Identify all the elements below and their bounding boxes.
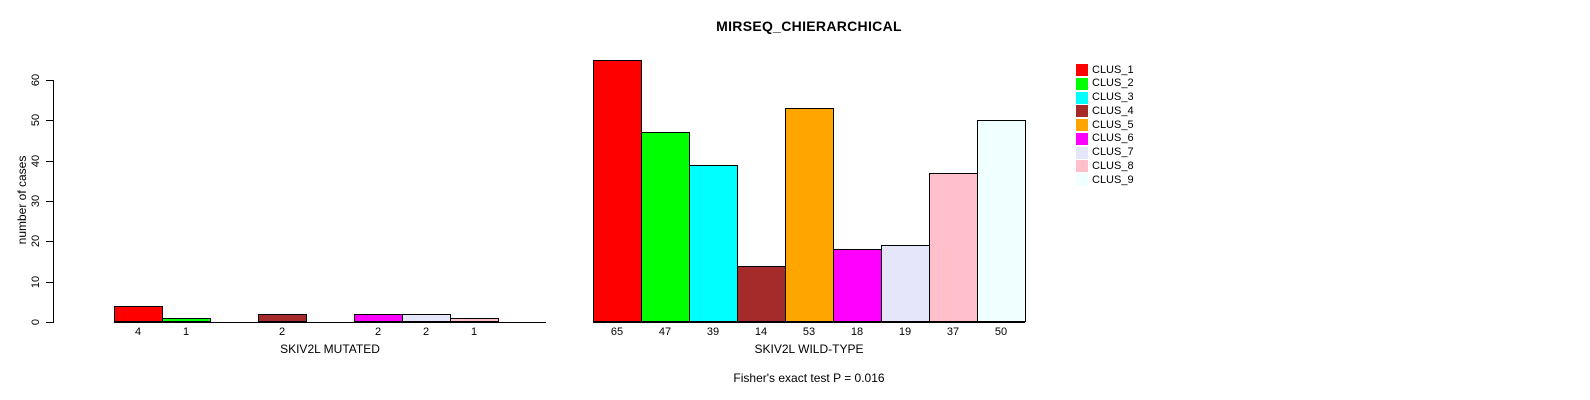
legend-label-clus_1: CLUS_1 xyxy=(1092,63,1134,76)
bar-value-label: 2 xyxy=(278,326,286,338)
bar-value-label: 1 xyxy=(182,326,190,338)
legend-label-clus_5: CLUS_5 xyxy=(1092,118,1134,131)
bar-clus_2 xyxy=(641,132,690,322)
bar-clus_9 xyxy=(977,120,1026,322)
legend-swatch-clus_7 xyxy=(1076,146,1088,159)
bar-value-label: 1 xyxy=(470,326,478,338)
legend-swatch-clus_4 xyxy=(1076,105,1088,118)
bar-value-label: 50 xyxy=(994,326,1008,338)
y-tick-label: 0 xyxy=(30,318,42,326)
legend-swatch-clus_6 xyxy=(1076,132,1088,145)
bar-clus_8 xyxy=(450,318,499,322)
bar-clus_1 xyxy=(593,60,642,322)
y-tick-mark xyxy=(46,241,53,242)
y-tick-label: 40 xyxy=(30,154,42,168)
legend-swatch-clus_9 xyxy=(1076,174,1088,186)
bar-clus_3 xyxy=(689,165,738,322)
y-axis-line xyxy=(53,80,54,323)
legend-label-clus_4: CLUS_4 xyxy=(1092,104,1134,117)
bar-value-label: 4 xyxy=(134,326,142,338)
bar-clus_7 xyxy=(402,314,451,322)
y-tick-mark xyxy=(46,322,53,323)
x-axis-line xyxy=(593,322,1025,323)
bar-clus_4 xyxy=(258,314,307,322)
bar-value-label: 2 xyxy=(422,326,430,338)
bar-value-label: 65 xyxy=(610,326,624,338)
y-tick-mark xyxy=(46,120,53,121)
legend-swatch-clus_3 xyxy=(1076,91,1088,104)
y-axis-label: number of cases xyxy=(15,155,29,245)
bar-clus_7 xyxy=(881,245,930,322)
y-tick-label: 50 xyxy=(30,113,42,127)
bar-value-label: 53 xyxy=(802,326,816,338)
legend-label-clus_3: CLUS_3 xyxy=(1092,91,1134,103)
bar-value-label: 18 xyxy=(850,326,864,338)
fisher-test-annotation: Fisher's exact test P = 0.016 xyxy=(733,371,885,385)
legend-label-clus_6: CLUS_6 xyxy=(1092,132,1134,145)
y-tick-mark xyxy=(46,80,53,81)
y-tick-label: 60 xyxy=(30,73,42,87)
bar-clus_6 xyxy=(354,314,403,322)
y-tick-label: 30 xyxy=(30,194,42,208)
bar-clus_5 xyxy=(785,108,834,322)
legend-label-clus_7: CLUS_7 xyxy=(1092,146,1134,158)
x-axis-line xyxy=(114,322,546,323)
bar-clus_1 xyxy=(114,306,163,322)
bar-value-label: 47 xyxy=(658,326,672,338)
bar-clus_8 xyxy=(929,173,978,322)
legend-swatch-clus_2 xyxy=(1076,77,1088,90)
legend-label-clus_9: CLUS_9 xyxy=(1092,173,1134,186)
y-tick-label: 10 xyxy=(30,275,42,289)
legend-swatch-clus_1 xyxy=(1076,64,1088,76)
y-tick-mark xyxy=(46,201,53,202)
y-tick-mark xyxy=(46,282,53,283)
legend-label-clus_8: CLUS_8 xyxy=(1092,159,1134,172)
x-axis-group-label: SKIV2L MUTATED xyxy=(280,342,380,356)
legend-label-clus_2: CLUS_2 xyxy=(1092,77,1134,90)
bar-value-label: 2 xyxy=(374,326,382,338)
legend-swatch-clus_5 xyxy=(1076,119,1088,131)
bar-value-label: 39 xyxy=(706,326,720,338)
y-tick-label: 20 xyxy=(30,234,42,248)
bar-value-label: 19 xyxy=(898,326,912,338)
x-axis-group-label: SKIV2L WILD-TYPE xyxy=(754,342,864,356)
y-tick-mark xyxy=(46,161,53,162)
legend-swatch-clus_8 xyxy=(1076,160,1088,173)
bar-clus_6 xyxy=(833,249,882,322)
bar-value-label: 37 xyxy=(946,326,960,338)
bar-clus_4 xyxy=(737,266,786,322)
chart-title: MIRSEQ_CHIERARCHICAL xyxy=(716,18,902,34)
bar-clus_2 xyxy=(162,318,211,322)
bar-value-label: 14 xyxy=(754,326,768,338)
